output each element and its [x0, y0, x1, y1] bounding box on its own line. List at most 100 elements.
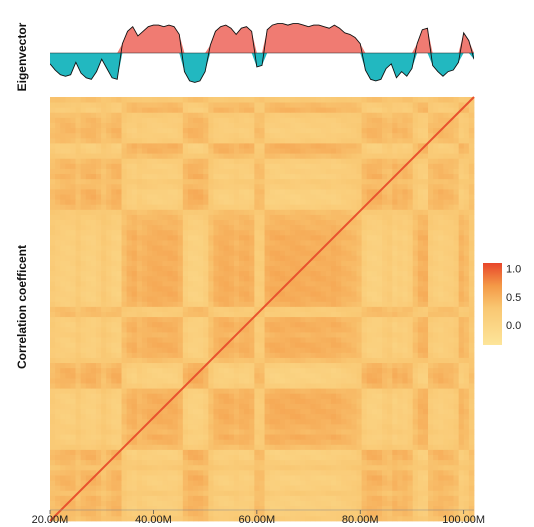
heatmap-cell [295, 331, 301, 338]
heatmap-cell [320, 469, 327, 476]
heatmap-cell [402, 367, 408, 374]
heatmap-cell [320, 224, 327, 231]
heatmap-cell [397, 454, 403, 461]
heatmap-cell [433, 413, 439, 420]
heatmap-cell [305, 454, 311, 461]
heatmap-cell [463, 383, 470, 389]
heatmap-cell [397, 245, 403, 251]
heatmap-cell [70, 270, 76, 277]
heatmap-cell [55, 377, 61, 384]
heatmap-cell [80, 388, 87, 394]
heatmap-cell [208, 326, 214, 333]
heatmap-cell [193, 286, 199, 292]
heatmap-cell [95, 347, 102, 353]
heatmap-cell [121, 454, 128, 461]
heatmap-cell [65, 403, 71, 410]
heatmap-cell [249, 342, 255, 348]
heatmap-cell [336, 408, 342, 415]
heatmap-cell [468, 301, 475, 307]
heatmap-cell [351, 306, 357, 312]
heatmap-cell [111, 475, 117, 481]
heatmap-cell [269, 265, 276, 272]
heatmap-cell [458, 286, 465, 292]
heatmap-cell [346, 214, 352, 220]
heatmap-cell [239, 321, 245, 328]
heatmap-cell [295, 490, 301, 496]
heatmap-cell [95, 413, 102, 420]
heatmap-cell [218, 377, 225, 384]
heatmap-cell [290, 352, 296, 358]
correlation-heatmap [50, 97, 475, 522]
heatmap-cell [244, 337, 250, 343]
heatmap-cell [239, 475, 245, 481]
heatmap-cell [223, 301, 230, 307]
heatmap-cell [351, 434, 357, 440]
heatmap-cell [356, 296, 363, 302]
heatmap-cell [193, 214, 199, 220]
heatmap-cell [101, 229, 107, 236]
heatmap-cell [259, 480, 265, 486]
heatmap-cell [371, 372, 378, 379]
heatmap-cell [55, 316, 61, 323]
heatmap-cell [65, 357, 71, 364]
heatmap-cell [80, 357, 87, 364]
heatmap-cell [269, 418, 276, 425]
heatmap-cell [295, 250, 301, 256]
heatmap-cell [300, 505, 306, 512]
heatmap-cell [65, 331, 71, 338]
heatmap-cell [310, 280, 317, 287]
heatmap-cell [198, 337, 204, 343]
heatmap-cell [111, 234, 117, 241]
heatmap-cell [80, 459, 87, 466]
heatmap-cell [228, 362, 235, 369]
heatmap-cell [443, 214, 449, 220]
heatmap-cell [382, 495, 388, 501]
heatmap-cell [407, 383, 414, 389]
heatmap-cell [366, 429, 373, 435]
heatmap-cell [300, 250, 306, 256]
heatmap-cell [239, 260, 245, 266]
heatmap-cell [428, 229, 434, 236]
heatmap-cell [361, 321, 368, 328]
heatmap-cell [126, 505, 133, 512]
heatmap-cell [433, 280, 439, 287]
heatmap-cell [147, 311, 153, 318]
heatmap-cell [402, 464, 408, 471]
heatmap-cell [387, 229, 393, 236]
heatmap-cell [346, 495, 352, 501]
heatmap-cell [187, 459, 194, 466]
heatmap-cell [60, 316, 66, 323]
heatmap-cell [172, 311, 179, 318]
heatmap-cell [412, 250, 419, 256]
heatmap-cell [448, 418, 454, 425]
heatmap-cell [75, 485, 82, 491]
heatmap-cell [433, 342, 439, 348]
heatmap-cell [402, 347, 408, 353]
heatmap-cell [111, 510, 117, 517]
heatmap-cell [90, 240, 97, 246]
heatmap-cell [85, 398, 92, 404]
heatmap-cell [223, 326, 230, 333]
heatmap-cell [50, 260, 56, 266]
heatmap-cell [136, 260, 143, 266]
heatmap-cell [458, 347, 465, 353]
heatmap-cell [356, 260, 363, 266]
heatmap-cell [433, 475, 439, 481]
heatmap-cell [193, 413, 199, 420]
heatmap-cell [295, 357, 301, 364]
heatmap-cell [382, 234, 388, 241]
heatmap-cell [407, 357, 414, 364]
heatmap-cell [203, 286, 209, 292]
heatmap-cell [458, 275, 465, 282]
heatmap-cell [392, 331, 398, 338]
heatmap-cell [269, 469, 276, 476]
heatmap-cell [433, 515, 439, 522]
heatmap-cell [162, 245, 168, 251]
heatmap-cell [208, 352, 214, 358]
heatmap-cell [269, 245, 276, 251]
heatmap-cell [198, 393, 204, 399]
heatmap-cell [55, 291, 61, 297]
heatmap-cell [433, 260, 439, 266]
heatmap-cell [193, 224, 199, 231]
heatmap-cell [422, 296, 429, 302]
